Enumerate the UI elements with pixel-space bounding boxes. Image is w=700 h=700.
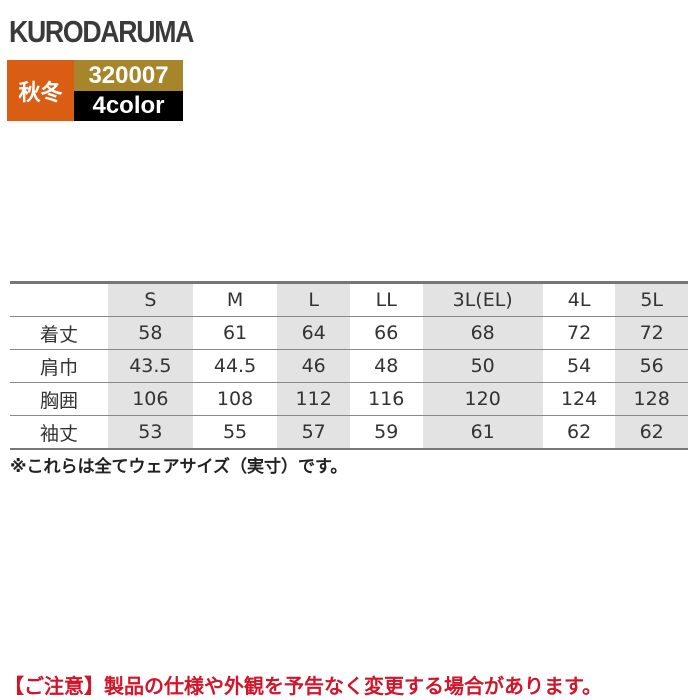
cell: 44.5 [192,349,278,383]
header-cell: 4L [542,281,616,317]
cell: 72 [542,316,616,350]
row-label: 着丈 [10,316,108,350]
header-cell: L [277,281,350,317]
cell: 58 [108,316,193,350]
header-cell: S [108,281,193,317]
table-row: 袖丈 53 55 57 59 61 62 62 [10,415,688,450]
row-label: 肩巾 [10,349,108,383]
cell: 61 [422,415,543,450]
header-cell: 5L [615,281,688,317]
cell: 64 [277,316,350,350]
cell: 62 [542,415,616,450]
cell: 53 [108,415,193,450]
cell: 112 [277,382,350,416]
table-row: 胸囲 106 108 112 116 120 124 128 [10,382,688,416]
cell: 72 [615,316,688,350]
cell: 56 [615,349,688,383]
header-cell [10,281,108,317]
cell: 106 [108,382,193,416]
cell: 124 [542,382,616,416]
cell: 46 [277,349,350,383]
cell: 59 [349,415,423,450]
cell: 48 [349,349,423,383]
cell: 62 [615,415,688,450]
cell: 108 [192,382,278,416]
row-label: 袖丈 [10,415,108,450]
cell: 128 [615,382,688,416]
table-row: 肩巾 43.5 44.5 46 48 50 54 56 [10,349,688,383]
cell: 54 [542,349,616,383]
size-table: S M L LL 3L(EL) 4L 5L 着丈 58 61 64 66 68 … [10,281,688,450]
color-count-badge: 4color [74,91,183,121]
header-cell: M [192,281,278,317]
row-label: 胸囲 [10,382,108,416]
size-note: ※これらは全てウェアサイズ（実寸）です。 [10,457,348,477]
cell: 43.5 [108,349,193,383]
cell: 61 [192,316,278,350]
cell: 120 [422,382,543,416]
brand-logo: KURODARUMA [9,14,194,49]
cell: 50 [422,349,543,383]
header-cell: LL [349,281,423,317]
table-header-row: S M L LL 3L(EL) 4L 5L [10,281,688,317]
product-code-badge: 320007 [74,60,183,91]
cell: 68 [422,316,543,350]
cell: 57 [277,415,350,450]
season-badge: 秋冬 [7,60,74,121]
cell: 66 [349,316,423,350]
cell: 116 [349,382,423,416]
cell: 55 [192,415,278,450]
table-row: 着丈 58 61 64 66 68 72 72 [10,316,688,350]
caution-notice: 【ご注意】製品の仕様や外観を予告なく変更する場合があります。 [4,674,602,698]
header-cell: 3L(EL) [422,281,543,317]
